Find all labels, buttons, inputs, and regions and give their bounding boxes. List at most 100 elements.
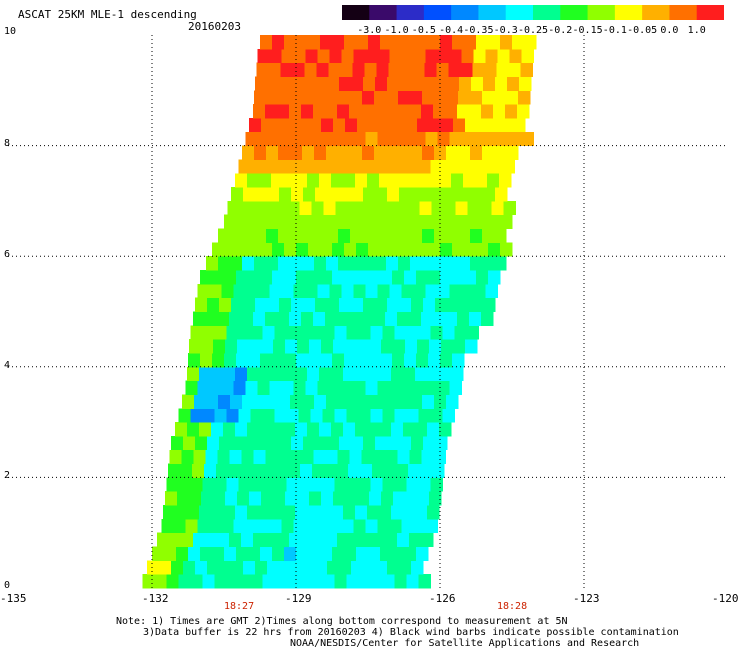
swath-cell [384,463,397,478]
swath-cell [317,48,331,64]
swath-cell [290,145,303,160]
swath-cell [224,270,237,285]
swath-cell [400,62,413,77]
swath-cell [374,394,387,409]
swath-cell [435,297,448,312]
swath-cell [356,270,369,285]
swath-cell [339,560,352,575]
swath-cell [408,311,422,326]
colorbar-swatch [533,5,561,20]
swath-cell [431,200,445,216]
swath-cell [269,518,283,534]
swath-cell [192,311,206,326]
swath-cell [296,546,309,561]
swath-cell [213,339,226,354]
swath-cell [501,117,514,133]
swath-cell [277,449,291,465]
swath-cell [297,117,310,133]
swath-cell [274,477,287,492]
swath-cell [164,546,177,561]
swath-cell [366,173,380,188]
swath-cell [396,104,410,119]
swath-cell [325,449,339,465]
swath-cell [248,214,261,229]
swath-cell [386,228,399,243]
swath-cell [298,159,311,174]
swath-cell [418,325,431,340]
colorbar-label: -0.05 [627,25,658,36]
swath-cell [345,339,358,354]
swath-cell [496,62,509,77]
swath-cell [260,214,273,229]
swath-cell [280,62,293,77]
swath-cell [295,505,308,520]
swath-cell [245,131,259,147]
swath-cell [356,491,370,506]
swath-cell [261,339,274,354]
swath-cell [410,145,423,160]
swath-cell [293,380,307,395]
swath-cell [166,574,179,589]
swath-cell [389,131,403,147]
swath-cell [330,173,344,188]
swath-cell [447,297,460,312]
swath-cell [461,131,475,147]
swath-cell [404,242,417,257]
swath-cell [403,505,416,520]
swath-cell [284,270,297,285]
swath-cell [432,104,446,119]
swath-cell [449,283,463,299]
swath-cell [363,76,376,91]
swath-cell [332,242,345,257]
lon-label-120: -120 [712,592,739,605]
swath-cell [327,76,340,91]
swath-cell [224,353,237,368]
swath-cell [460,62,473,77]
swath-cell [166,477,179,492]
lon-label-123: -123 [573,592,600,605]
swath-cell [342,422,356,437]
swath-cell [310,574,323,589]
swath-cell [330,422,344,437]
swath-cell [294,366,308,382]
swath-cell [490,159,503,174]
swath-cell [406,408,419,423]
swath-cell [291,435,304,451]
swath-cell [378,366,392,382]
swath-cell [339,76,352,91]
swath-cell [230,394,243,409]
swath-cell [218,256,231,271]
swath-cell [274,159,287,174]
swath-cell [397,449,411,465]
swath-cell [279,560,292,575]
swath-cell [425,48,439,64]
swath-cell [303,187,316,202]
swath-cell [260,546,273,561]
swath-cell [324,463,337,478]
swath-cell [464,214,477,229]
swath-cell [284,35,297,50]
swath-cell [272,491,286,506]
swath-cell [387,76,400,91]
swath-cell [508,62,521,77]
swath-cell [327,187,340,202]
swath-cell [353,131,367,147]
swath-cell [270,422,284,437]
swath-cell [226,574,239,589]
swath-cell [422,256,435,271]
swath-cell [190,574,203,589]
swath-cell [470,145,483,160]
swath-cell [230,228,243,243]
colorbar-swatch [560,5,589,20]
swath-cell [262,408,275,423]
swath-cell [287,200,301,216]
swath-cell [267,76,280,91]
swath-cell [332,270,345,285]
colorbar-swatch [478,5,507,20]
swath-cell [291,560,304,575]
swath-cell [212,546,225,561]
swath-cell [243,187,256,202]
swath-cell [281,518,295,534]
swath-cell [385,449,399,465]
swath-cell [363,187,376,202]
